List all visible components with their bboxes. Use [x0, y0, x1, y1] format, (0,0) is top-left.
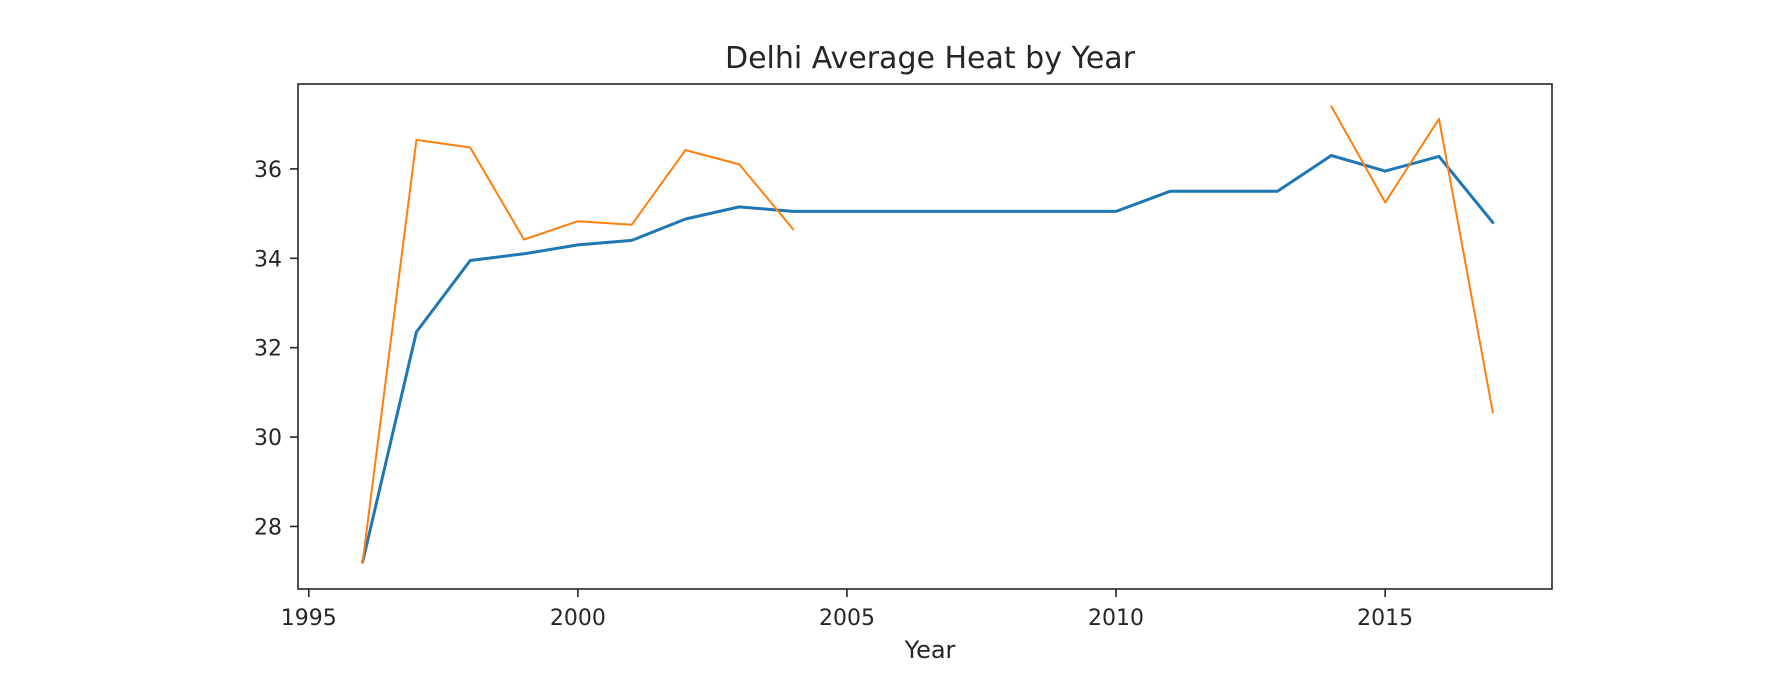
x-tick-label: 2005 [819, 606, 875, 631]
y-tick-label: 28 [254, 515, 282, 540]
y-axis: 28 30 32 34 36 [254, 158, 298, 540]
y-tick-label: 30 [254, 426, 282, 451]
chart-title: Delhi Average Heat by Year [725, 41, 1136, 76]
plot-frame [297, 83, 1553, 590]
series-1-line-segment-1 [361, 154, 1495, 564]
plot-area [361, 105, 1495, 564]
x-tick-label: 2010 [1088, 606, 1144, 631]
x-tick-label: 2000 [550, 606, 606, 631]
y-tick-label: 32 [254, 337, 282, 362]
x-axis-label: Year [904, 636, 956, 664]
x-tick-label: 1995 [281, 606, 337, 631]
y-tick-label: 36 [254, 158, 282, 183]
series-2-line-segment-1 [361, 138, 795, 564]
x-tick-label: 2015 [1357, 606, 1413, 631]
y-tick-label: 34 [254, 247, 282, 272]
x-axis: 1995 2000 2005 2010 2015 [281, 589, 1413, 631]
series-2-line-segment-2 [1330, 105, 1494, 414]
